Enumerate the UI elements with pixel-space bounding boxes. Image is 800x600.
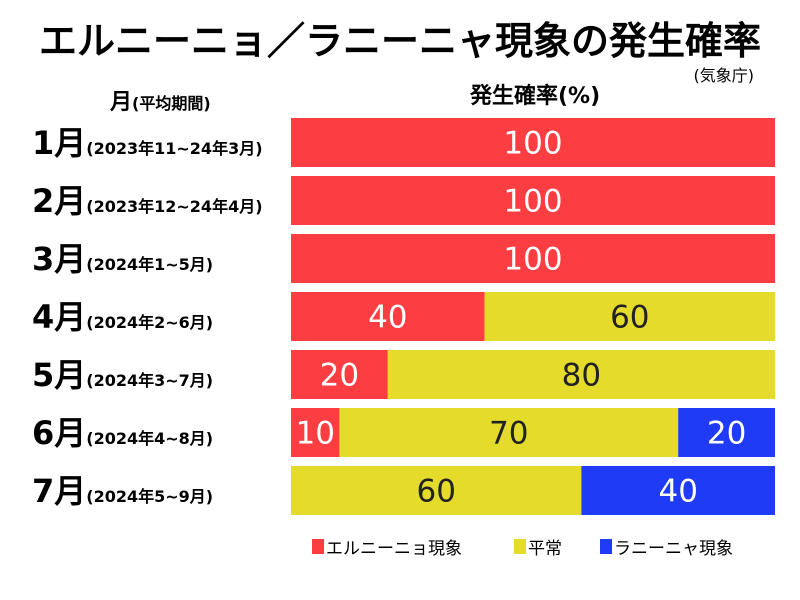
legend-label-normal: 平常 [528,539,562,559]
legend-item-la-nina: ラニーニャ現象 [600,534,733,559]
bar-segment-normal [339,408,679,457]
row-label: 2月(2023年12~24年4月) [32,176,263,222]
bar-segment-la-nina [581,466,775,515]
period-label: (2024年4~8月) [86,429,214,448]
month-label: 2月 [32,182,87,220]
data-label: 40 [368,300,407,336]
data-label: 70 [489,416,528,452]
period-label: (2024年5~9月) [86,487,214,506]
period-label: (2024年3~7月) [86,371,214,390]
month-column-header: 月(平均期間) [110,84,211,116]
period-label: (2024年1~5月) [86,255,214,274]
bar-segment-el-nino [291,118,775,167]
data-label: 10 [295,416,334,452]
data-label: 100 [503,242,562,278]
chart-title: エルニーニョ／ラニーニャ現象の発生確率 [38,19,761,63]
row-label: 5月(2024年3~7月) [32,350,213,396]
month-label: 6月 [32,414,87,452]
bar-segment-normal [484,292,775,341]
row-label: 6月(2024年4~8月) [32,408,213,454]
legend-label-el-nino: エルニーニョ現象 [326,539,462,559]
bar-segment-el-nino [291,234,775,283]
legend-swatch-la-nina [600,539,612,554]
source-label: (気象庁) [693,66,755,85]
period-label: (2024年2~6月) [86,313,214,332]
period-label: (2023年11~24年3月) [86,139,263,158]
legend-item-normal: 平常 [514,534,562,559]
month-label: 3月 [32,240,87,278]
data-label: 100 [503,126,562,162]
row-label: 1月(2023年11~24年3月) [32,118,263,164]
month-label: 5月 [32,356,87,394]
month-header-label: 月 [110,90,133,115]
legend-label-la-nina: ラニーニャ現象 [614,539,733,559]
bar-segment-el-nino [291,292,485,341]
bar-segment-el-nino [291,176,775,225]
month-label: 7月 [32,472,87,510]
legend-item-el-nino: エルニーニョ現象 [312,534,462,559]
data-label: 60 [610,300,649,336]
period-label: (2023年12~24年4月) [86,197,263,216]
bar-segment-normal [291,466,582,515]
bar-segment-la-nina [678,408,775,457]
bar-segment-el-nino [291,408,340,457]
row-label: 7月(2024年5~9月) [32,466,213,512]
row-label: 4月(2024年2~6月) [32,292,213,338]
period-header-label: (平均期間) [132,94,211,113]
data-label: 80 [562,358,601,394]
bar-segment-normal [387,350,775,399]
legend-swatch-normal [514,539,526,554]
bar-segment-el-nino [291,350,388,399]
month-label: 1月 [32,124,87,162]
month-label: 4月 [32,298,87,336]
legend-swatch-el-nino [312,539,324,554]
data-label: 20 [707,416,746,452]
row-label: 3月(2024年1~5月) [32,234,213,280]
data-label: 60 [416,474,455,510]
data-label: 20 [320,358,359,394]
probability-column-header: 発生確率(%) [470,84,601,109]
data-label: 100 [503,184,562,220]
data-label: 40 [658,474,697,510]
